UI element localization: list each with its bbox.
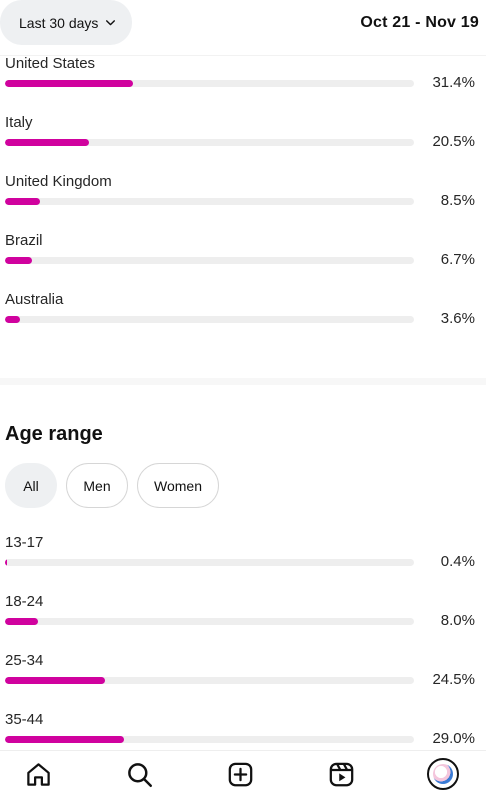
period-dropdown[interactable]: Last 30 days bbox=[0, 0, 132, 45]
age-bar-track bbox=[5, 736, 414, 743]
bottom-nav bbox=[0, 750, 486, 791]
age-range-title: Age range bbox=[5, 423, 103, 445]
nav-home[interactable] bbox=[23, 759, 53, 789]
country-label: Brazil bbox=[5, 232, 43, 249]
country-bar-fill bbox=[5, 257, 32, 264]
country-label: United Kingdom bbox=[5, 173, 112, 190]
home-icon bbox=[26, 762, 50, 786]
country-row: Italy 20.5% bbox=[0, 114, 486, 162]
age-row: 25-34 24.5% bbox=[0, 652, 486, 700]
country-label: Australia bbox=[5, 291, 64, 308]
age-bar-fill bbox=[5, 559, 7, 566]
country-row: United Kingdom 8.5% bbox=[0, 173, 486, 221]
age-percent: 8.0% bbox=[440, 612, 475, 629]
country-row: Brazil 6.7% bbox=[0, 232, 486, 280]
profile-avatar bbox=[427, 758, 459, 790]
nav-reels[interactable] bbox=[326, 759, 356, 789]
age-bar-fill bbox=[5, 736, 124, 743]
country-bar-track bbox=[5, 257, 414, 264]
age-bar-track bbox=[5, 677, 414, 684]
date-range: Oct 21 - Nov 19 bbox=[360, 14, 479, 31]
country-percent: 31.4% bbox=[432, 74, 475, 91]
insights-content: United States 31.4% Italy 20.5% United K… bbox=[0, 55, 486, 750]
avatar-image bbox=[433, 764, 453, 784]
country-bar-track bbox=[5, 80, 414, 87]
filter-chip-men[interactable]: Men bbox=[66, 463, 128, 508]
age-percent: 29.0% bbox=[432, 730, 475, 747]
age-percent: 24.5% bbox=[432, 671, 475, 688]
nav-search[interactable] bbox=[124, 759, 154, 789]
section-divider bbox=[0, 378, 486, 385]
filter-chip-women[interactable]: Women bbox=[137, 463, 219, 508]
age-percent: 0.4% bbox=[440, 553, 475, 570]
age-bar-fill bbox=[5, 677, 105, 684]
country-bar-track bbox=[5, 139, 414, 146]
age-label: 13-17 bbox=[5, 534, 44, 551]
nav-profile[interactable] bbox=[427, 758, 459, 790]
chevron-down-icon bbox=[106, 20, 116, 26]
header-divider bbox=[0, 55, 486, 56]
create-icon bbox=[228, 762, 252, 786]
country-percent: 20.5% bbox=[432, 133, 475, 150]
age-label: 18-24 bbox=[5, 593, 44, 610]
age-row: 13-17 0.4% bbox=[0, 534, 486, 582]
period-label: Last 30 days bbox=[19, 14, 99, 31]
country-label: Italy bbox=[5, 114, 33, 131]
country-percent: 8.5% bbox=[440, 192, 475, 209]
reels-icon bbox=[329, 762, 353, 786]
country-percent: 6.7% bbox=[440, 251, 475, 268]
country-bar-fill bbox=[5, 198, 40, 205]
insights-header: Last 30 days Oct 21 - Nov 19 bbox=[0, 0, 486, 48]
country-bar-fill bbox=[5, 316, 20, 323]
age-row: 35-44 29.0% bbox=[0, 711, 486, 750]
country-label: United States bbox=[5, 55, 96, 72]
country-percent: 3.6% bbox=[440, 310, 475, 327]
country-bar-track bbox=[5, 198, 414, 205]
country-bar-fill bbox=[5, 139, 89, 146]
filter-chip-all[interactable]: All bbox=[5, 463, 57, 508]
age-bar-track bbox=[5, 559, 414, 566]
age-label: 25-34 bbox=[5, 652, 44, 669]
country-row: Australia 3.6% bbox=[0, 291, 486, 339]
search-icon bbox=[127, 762, 152, 787]
age-bar-fill bbox=[5, 618, 38, 625]
country-bar-fill bbox=[5, 80, 133, 87]
country-bar-track bbox=[5, 316, 414, 323]
country-row: United States 31.4% bbox=[0, 55, 486, 103]
nav-create[interactable] bbox=[225, 759, 255, 789]
age-row: 18-24 8.0% bbox=[0, 593, 486, 641]
age-bar-track bbox=[5, 618, 414, 625]
age-label: 35-44 bbox=[5, 711, 44, 728]
